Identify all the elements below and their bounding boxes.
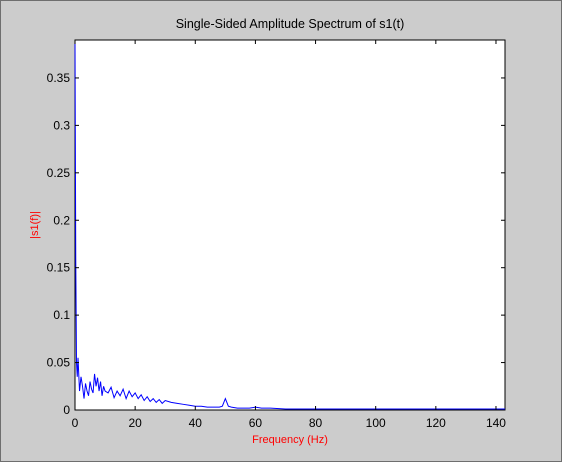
y-tick-label: 0.2 xyxy=(53,213,70,227)
y-tick-label: 0.3 xyxy=(53,118,70,132)
x-tick-label: 80 xyxy=(309,416,323,430)
x-tick-label: 20 xyxy=(128,416,142,430)
x-tick-label: 60 xyxy=(249,416,263,430)
x-tick-label: 120 xyxy=(426,416,446,430)
spectrum-line-series-0 xyxy=(74,39,505,410)
y-tick-label: 0 xyxy=(63,403,70,417)
plot-area xyxy=(74,39,506,411)
y-tick-label: 0.25 xyxy=(47,166,71,180)
x-tick-label: 140 xyxy=(486,416,506,430)
y-tick-label: 0.1 xyxy=(53,308,70,322)
y-tick-label: 0.35 xyxy=(47,71,71,85)
y-tick-label: 0.05 xyxy=(47,356,71,370)
y-axis-label: |s1(f)| xyxy=(29,211,41,239)
x-tick-label: 0 xyxy=(72,416,79,430)
x-tick-label: 40 xyxy=(189,416,203,430)
series-layer xyxy=(74,39,505,410)
x-tick-label: 100 xyxy=(366,416,386,430)
ticks-layer: 0 20 40 60 80 100 120 140 0 0.05 0.1 0.15 0.2 0.25 0.3… xyxy=(47,40,506,430)
y-tick-label: 0.15 xyxy=(47,261,71,275)
chart-title: Single-Sided Amplitude Spectrum of s1(t) xyxy=(176,17,405,31)
x-axis-label: Frequency (Hz) xyxy=(252,434,328,446)
